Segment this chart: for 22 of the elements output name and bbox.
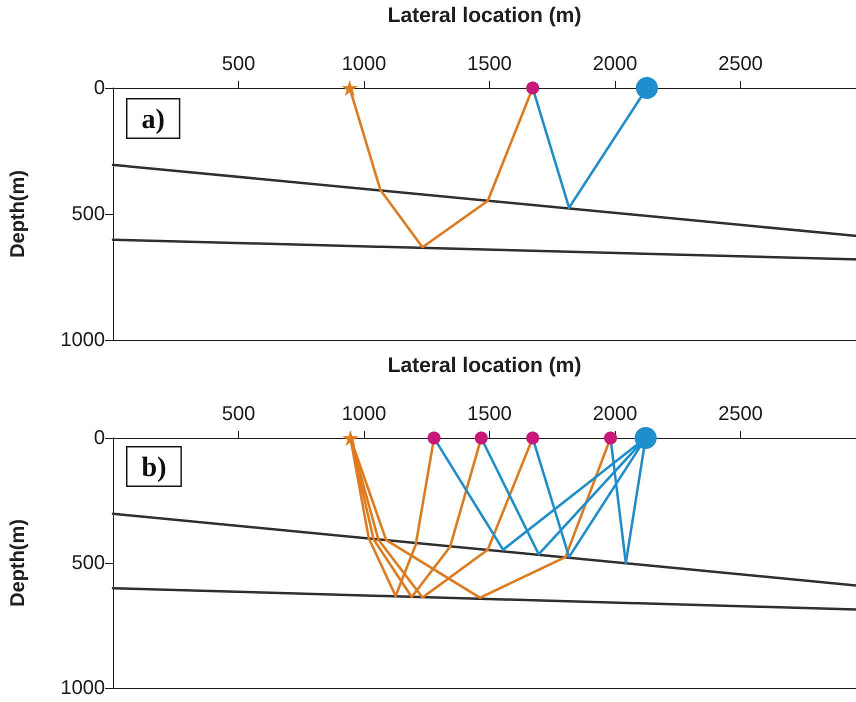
y-tick-label: 0 — [94, 77, 105, 99]
y-tick-label: 1000 — [60, 677, 105, 699]
y-tick-label: 500 — [72, 203, 105, 225]
x-tick-label: 2500 — [718, 53, 763, 75]
y-axis-title: Depth(m) — [7, 170, 29, 258]
x-axis-title: Lateral location (m) — [388, 4, 582, 27]
x-tick-label: 2500 — [718, 403, 763, 425]
x-tick-label: 1000 — [342, 53, 386, 75]
annotation: a) — [142, 104, 165, 135]
annotation: b) — [142, 452, 166, 483]
y-tick-label: 0 — [94, 427, 105, 449]
y-tick-label: 1000 — [60, 329, 105, 351]
x-tick-label: 1500 — [467, 53, 512, 75]
x-tick-label: 2000 — [592, 53, 638, 75]
y-axis-title: Depth(m) — [7, 519, 29, 607]
x-tick-label: 500 — [222, 53, 256, 75]
x-tick-label: 2000 — [592, 403, 638, 425]
x-tick-label: 500 — [222, 403, 256, 425]
x-axis-title: Lateral location (m) — [388, 354, 582, 377]
y-tick-label: 500 — [72, 552, 105, 574]
x-tick-label: 1000 — [342, 403, 386, 425]
x-tick-label: 1500 — [467, 403, 512, 425]
